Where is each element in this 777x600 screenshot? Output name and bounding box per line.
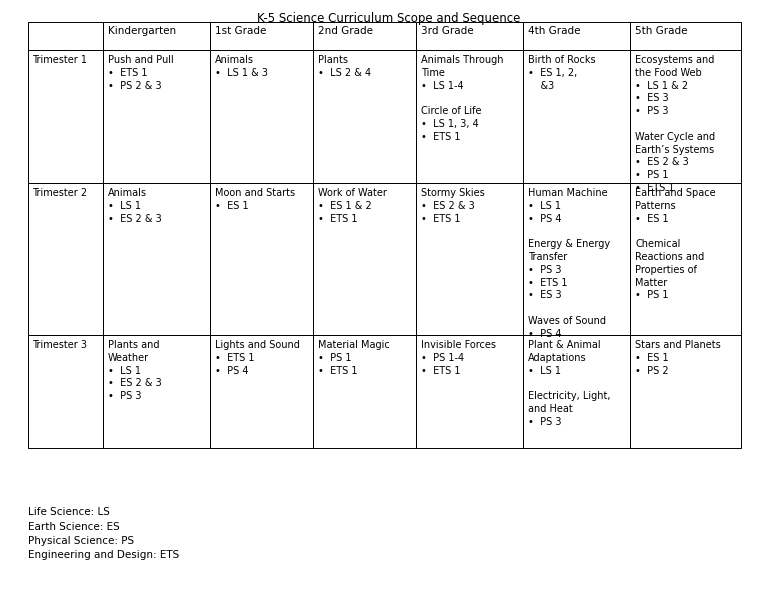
Text: Trimester 1: Trimester 1 [32,55,87,65]
Bar [210,335,313,448]
Bar [28,22,103,50]
Text: Animals
•  LS 1 & 3: Animals • LS 1 & 3 [215,55,268,78]
Text: 3rd Grade: 3rd Grade [421,26,474,36]
Text: Ecosystems and
the Food Web
•  LS 1 & 2
•  ES 3
•  PS 3

Water Cycle and
Earth’s: Ecosystems and the Food Web • LS 1 & 2 •… [635,55,715,193]
Bar [210,50,313,183]
Text: Invisible Forces
•  PS 1-4
•  ETS 1: Invisible Forces • PS 1-4 • ETS 1 [421,340,496,376]
Bar [416,335,523,448]
Text: Moon and Starts
•  ES 1: Moon and Starts • ES 1 [215,188,295,211]
Bar [28,335,103,448]
Text: Engineering and Design: ETS: Engineering and Design: ETS [28,551,179,560]
Bar [630,22,741,50]
Text: 4th Grade: 4th Grade [528,26,580,36]
Text: K-5 Science Curriculum Scope and Sequence: K-5 Science Curriculum Scope and Sequenc… [257,12,520,25]
Bar [103,335,210,448]
Text: Kindergarten: Kindergarten [108,26,176,36]
Text: Human Machine
•  LS 1
•  PS 4

Energy & Energy
Transfer
•  PS 3
•  ETS 1
•  ES 3: Human Machine • LS 1 • PS 4 Energy & Ene… [528,188,610,339]
Text: 5th Grade: 5th Grade [635,26,688,36]
Bar [630,335,741,448]
Text: Stars and Planets
•  ES 1
•  PS 2: Stars and Planets • ES 1 • PS 2 [635,340,721,376]
Bar [210,22,313,50]
Text: 1st Grade: 1st Grade [215,26,267,36]
Bar [103,183,210,335]
Text: Plant & Animal
Adaptations
•  LS 1

Electricity, Light,
and Heat
•  PS 3: Plant & Animal Adaptations • LS 1 Electr… [528,340,611,427]
Bar [103,50,210,183]
Text: Animals
•  LS 1
•  ES 2 & 3: Animals • LS 1 • ES 2 & 3 [108,188,162,224]
Text: Earth and Space
Patterns
•  ES 1

Chemical
Reactions and
Properties of
Matter
• : Earth and Space Patterns • ES 1 Chemical… [635,188,716,301]
Text: Earth Science: ES: Earth Science: ES [28,521,120,532]
Bar [103,22,210,50]
Text: Animals Through
Time
•  LS 1-4

Circle of Life
•  LS 1, 3, 4
•  ETS 1: Animals Through Time • LS 1-4 Circle of … [421,55,503,142]
Text: Material Magic
•  PS 1
•  ETS 1: Material Magic • PS 1 • ETS 1 [318,340,390,376]
Bar [313,22,416,50]
Bar [313,335,416,448]
Text: Push and Pull
•  ETS 1
•  PS 2 & 3: Push and Pull • ETS 1 • PS 2 & 3 [108,55,174,91]
Text: Life Science: LS: Life Science: LS [28,507,110,517]
Bar [210,183,313,335]
Text: Birth of Rocks
•  ES 1, 2,
    &3: Birth of Rocks • ES 1, 2, &3 [528,55,596,91]
Bar [416,50,523,183]
Bar [523,22,630,50]
Bar [28,183,103,335]
Bar [416,22,523,50]
Bar [416,183,523,335]
Bar [630,183,741,335]
Text: Plants
•  LS 2 & 4: Plants • LS 2 & 4 [318,55,371,78]
Text: 2nd Grade: 2nd Grade [318,26,373,36]
Bar [313,50,416,183]
Bar [523,335,630,448]
Bar [313,183,416,335]
Text: Lights and Sound
•  ETS 1
•  PS 4: Lights and Sound • ETS 1 • PS 4 [215,340,300,376]
Bar [630,50,741,183]
Text: Trimester 2: Trimester 2 [32,188,87,198]
Bar [28,50,103,183]
Text: Work of Water
•  ES 1 & 2
•  ETS 1: Work of Water • ES 1 & 2 • ETS 1 [318,188,387,224]
Text: Physical Science: PS: Physical Science: PS [28,536,134,546]
Bar [523,183,630,335]
Text: Trimester 3: Trimester 3 [32,340,87,350]
Bar [523,50,630,183]
Text: Plants and
Weather
•  LS 1
•  ES 2 & 3
•  PS 3: Plants and Weather • LS 1 • ES 2 & 3 • P… [108,340,162,401]
Text: Stormy Skies
•  ES 2 & 3
•  ETS 1: Stormy Skies • ES 2 & 3 • ETS 1 [421,188,485,224]
